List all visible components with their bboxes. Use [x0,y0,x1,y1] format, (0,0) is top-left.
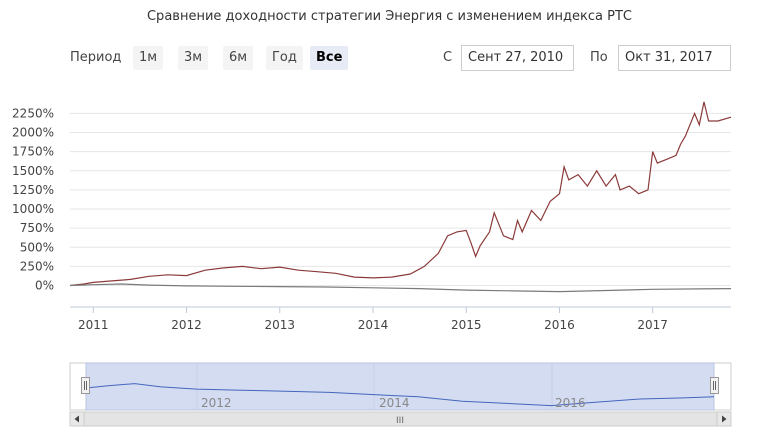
x-tick-label: 2012 [171,318,202,332]
scrollbar-thumb[interactable] [83,411,718,427]
index-series-line [69,283,732,293]
y-tick-label: 1250% [12,183,54,197]
arrow-right-icon [722,415,727,423]
x-tick-label: 2014 [358,318,389,332]
x-tick-label: 2011 [78,318,109,332]
strategy-series-line [69,101,732,287]
arrow-left-icon [74,415,79,423]
y-tick-label: 1500% [12,164,54,178]
y-tick-label: 2000% [12,126,54,140]
navigator-tick-label: 2014 [379,396,410,410]
navigator-frame [69,362,732,411]
y-tick-label: 0% [35,279,54,293]
scrollbar-arrow-right[interactable] [716,411,732,427]
navigator-series-line [85,383,715,407]
y-tick-label: 250% [20,259,54,273]
range-button-1m[interactable]: 1м [133,46,164,70]
navigator-selection[interactable] [85,362,715,411]
to-date-label: По [590,50,608,65]
scrollbar-grip: III [396,416,404,426]
x-tick-label: 2016 [544,318,575,332]
navigator-tick-label: 2016 [555,396,586,410]
y-tick-label: 500% [20,240,54,254]
range-button-year[interactable]: Год [266,46,303,70]
navigator-handle-right[interactable] [710,377,719,394]
to-date-input[interactable]: Окт 31, 2017 [618,45,731,71]
range-button-3m[interactable]: 3м [178,46,209,70]
x-tick-label: 2017 [637,318,668,332]
range-button-all[interactable]: Все [310,46,349,70]
scrollbar-track[interactable] [69,411,732,427]
x-tick-label: 2013 [264,318,295,332]
x-tick-label: 2015 [451,318,482,332]
from-date-label: С [443,50,453,65]
scrollbar-arrow-left[interactable] [69,411,85,427]
y-tick-label: 750% [20,221,54,235]
y-tick-label: 2250% [12,106,54,120]
navigator-handle-left[interactable] [81,377,90,394]
chart-title: Сравнение доходности стратегии Энергия с… [146,9,632,24]
period-label: Период [70,50,122,65]
range-button-6m[interactable]: 6м [223,46,254,70]
y-tick-label: 1000% [12,202,54,216]
navigator-tick-label: 2012 [201,396,232,410]
y-tick-label: 1750% [12,145,54,159]
from-date-input[interactable]: Сент 27, 2010 [461,45,574,71]
